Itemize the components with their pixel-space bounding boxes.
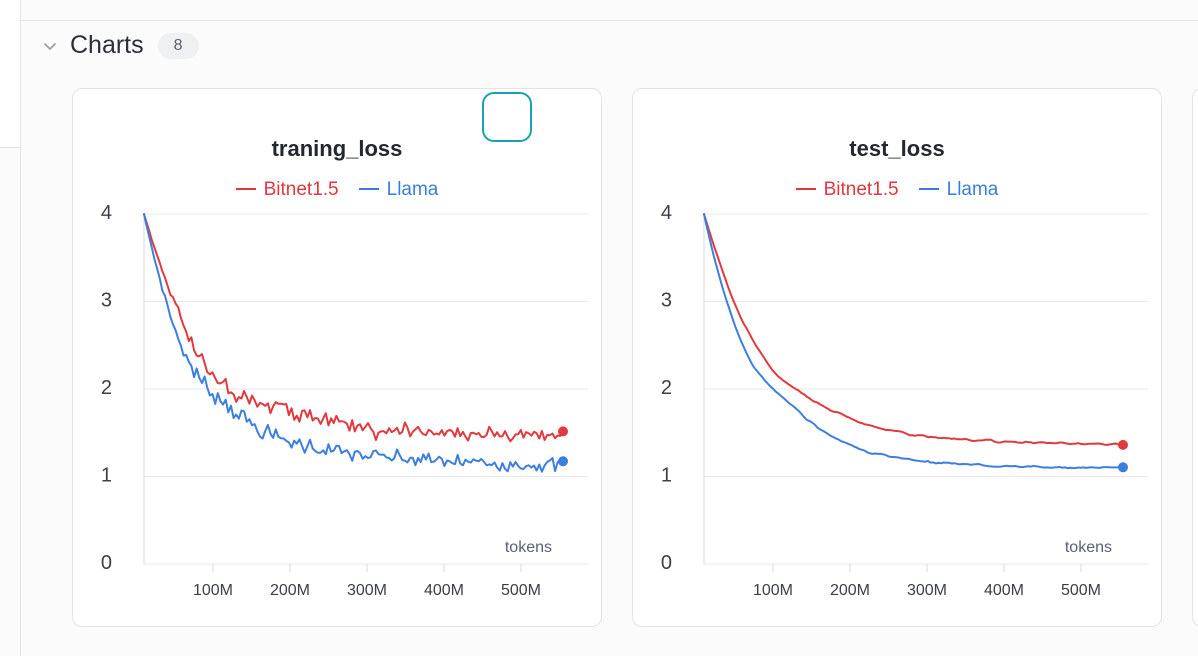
svg-text:2: 2 [101,377,112,399]
svg-text:300M: 300M [907,582,947,599]
svg-text:tokens: tokens [505,539,552,556]
svg-text:200M: 200M [270,582,310,599]
svg-text:3: 3 [661,290,672,312]
svg-text:100M: 100M [193,582,233,599]
svg-text:200M: 200M [830,582,870,599]
svg-text:400M: 400M [984,582,1024,599]
svg-text:1: 1 [661,465,672,487]
svg-text:2: 2 [661,377,672,399]
svg-text:0: 0 [101,552,112,574]
svg-text:tokens: tokens [1065,539,1112,556]
svg-text:4: 4 [661,202,672,224]
svg-text:0: 0 [661,552,672,574]
svg-text:1: 1 [101,465,112,487]
svg-text:400M: 400M [424,582,464,599]
svg-text:500M: 500M [1061,582,1101,599]
svg-text:4: 4 [101,202,112,224]
svg-text:100M: 100M [753,582,793,599]
svg-text:3: 3 [101,290,112,312]
svg-text:300M: 300M [347,582,387,599]
svg-text:500M: 500M [501,582,541,599]
